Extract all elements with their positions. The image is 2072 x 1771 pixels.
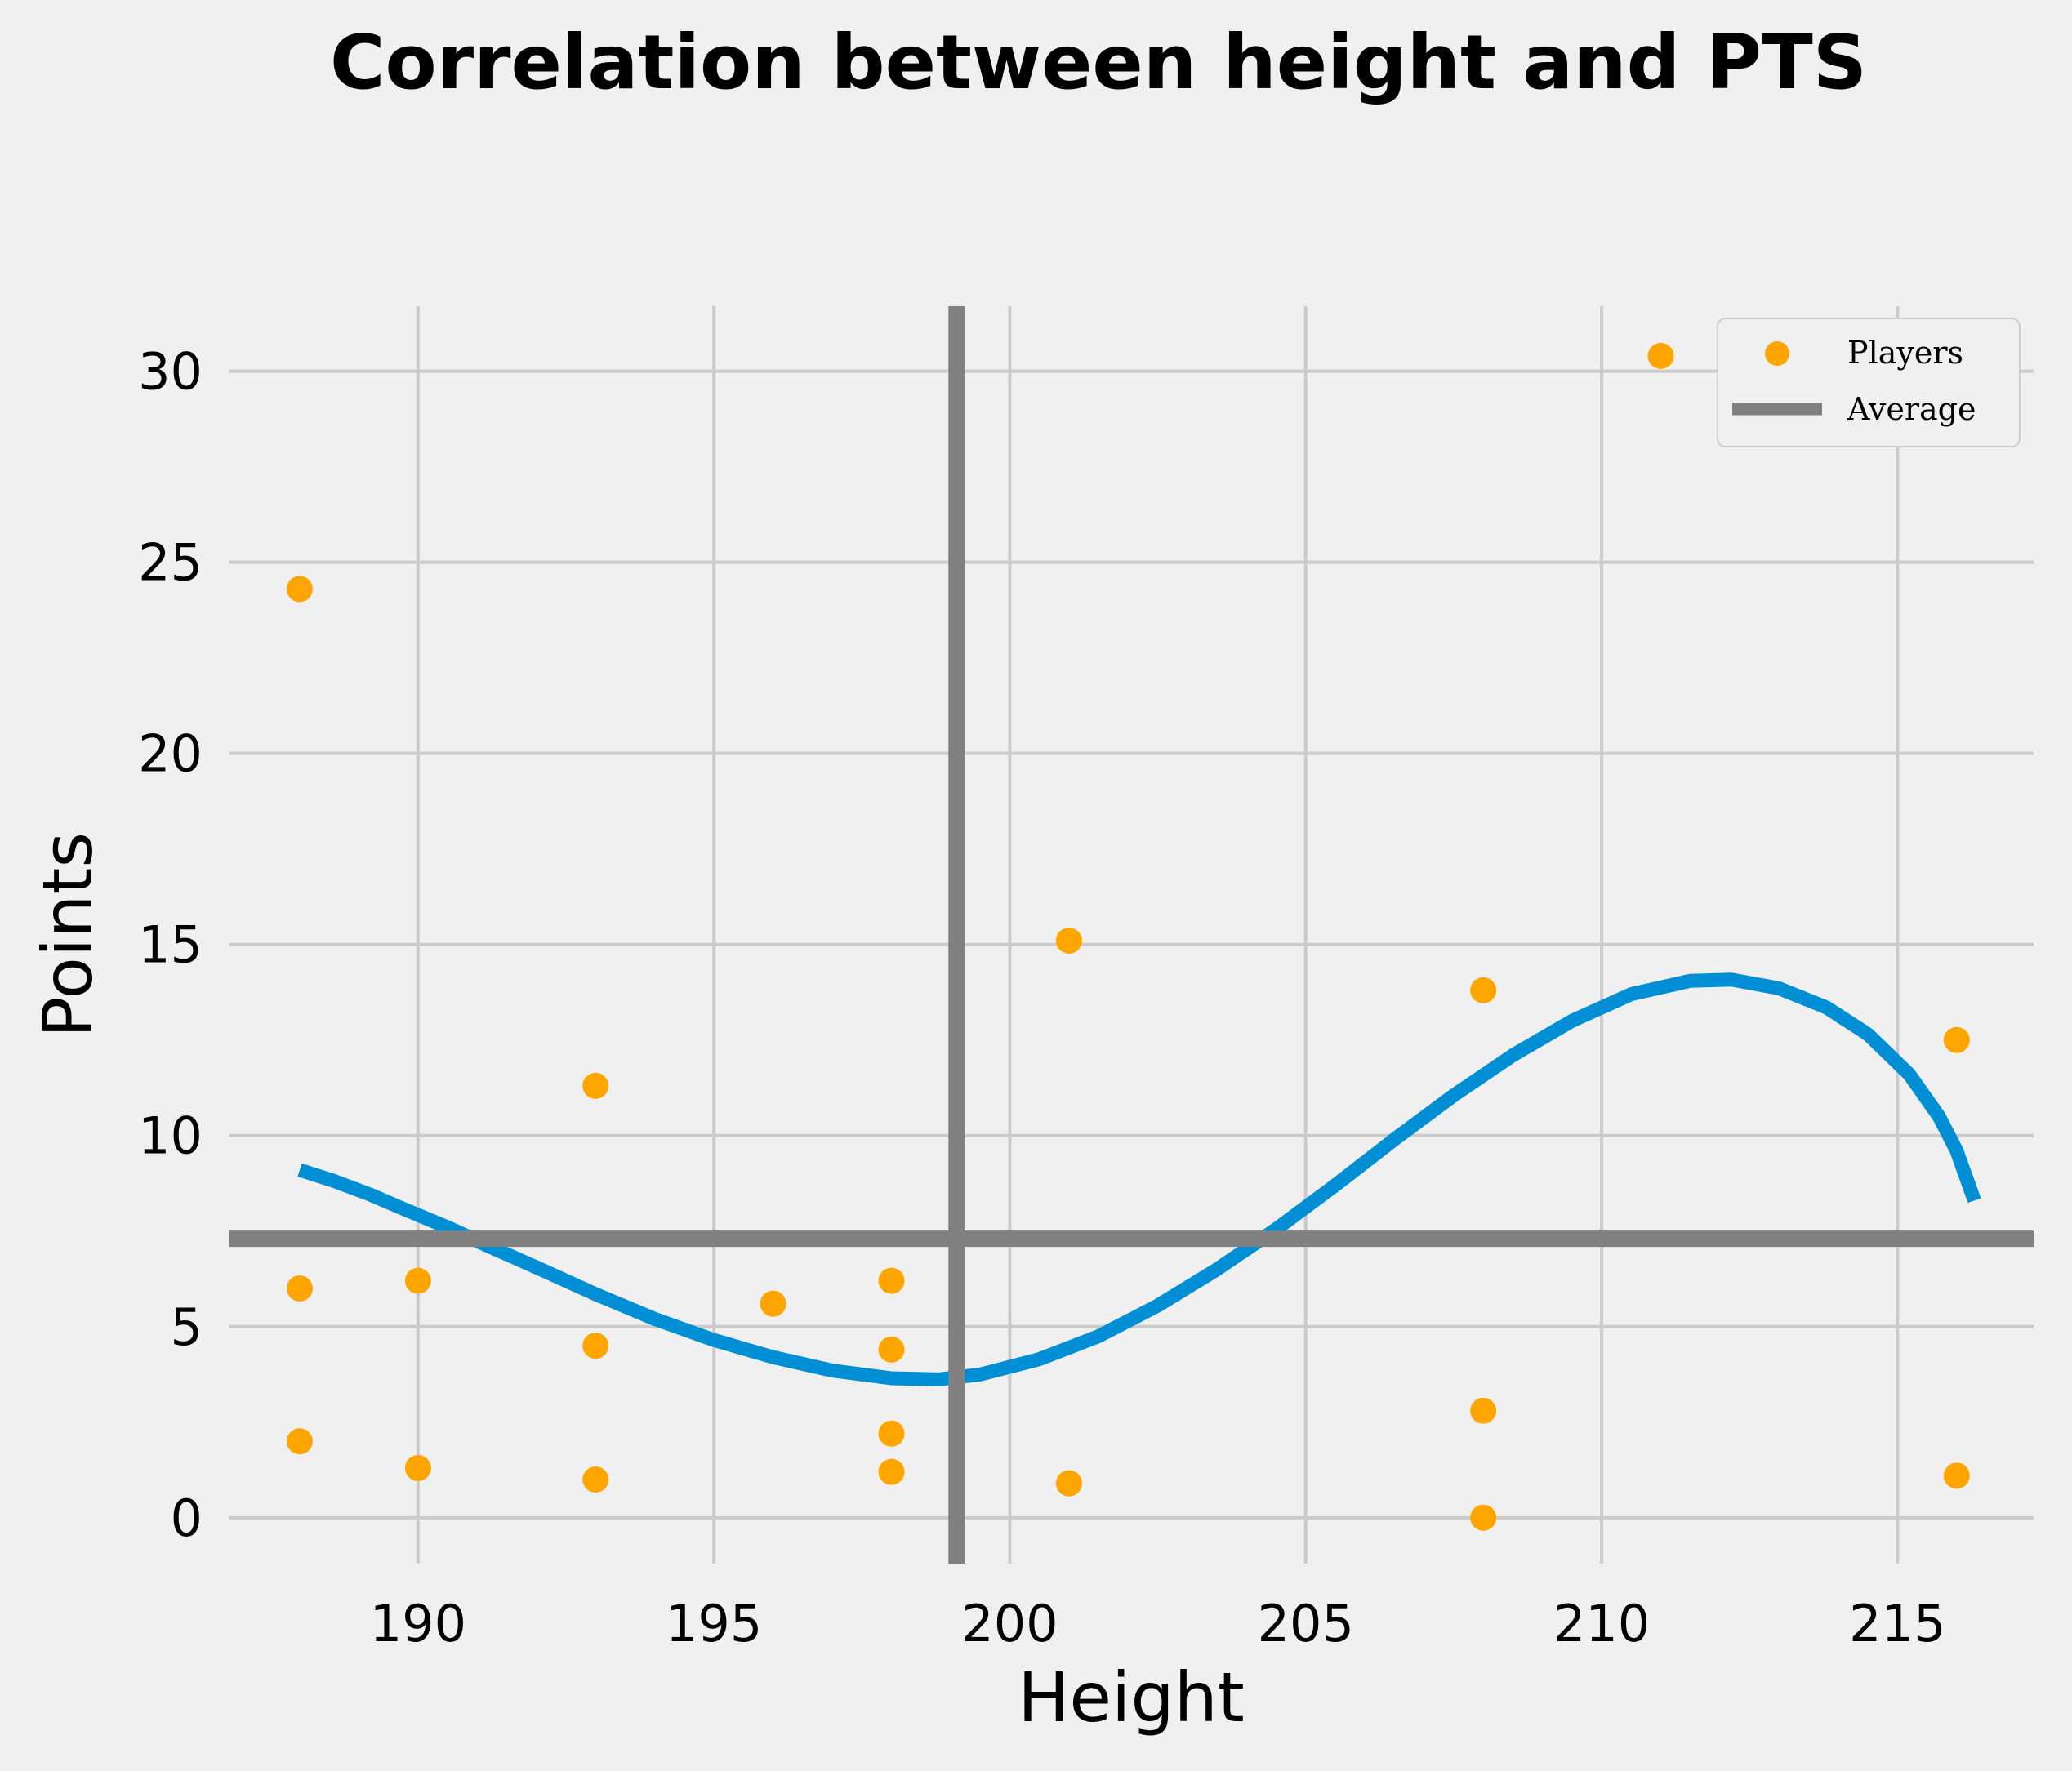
x-tick-label-190: 190 (370, 1594, 466, 1653)
legend-label-players: Players (1847, 335, 1963, 371)
x-tick-label-200: 200 (961, 1594, 1058, 1653)
player-point-14 (1055, 1470, 1082, 1497)
player-point-17 (1470, 1504, 1497, 1531)
y-tick-label-10: 10 (138, 1106, 203, 1166)
x-tick-label-205: 205 (1258, 1594, 1354, 1653)
y-tick-label-25: 25 (138, 533, 203, 593)
player-point-6 (582, 1333, 609, 1359)
player-point-10 (878, 1336, 905, 1363)
legend-marker-players (1765, 341, 1789, 366)
trend-layer (297, 972, 1981, 1386)
y-tick-label-30: 30 (138, 342, 203, 402)
trend-curve (297, 972, 1981, 1386)
y-tick-label-20: 20 (138, 724, 203, 784)
player-point-20 (1943, 1462, 1970, 1489)
y-tick-labels: 0 5 10 15 20 25 30 (138, 342, 203, 1548)
average-layer (229, 306, 2034, 1564)
player-point-9 (878, 1267, 905, 1294)
player-point-5 (582, 1072, 609, 1099)
player-point-2 (286, 1428, 313, 1455)
player-point-4 (404, 1454, 431, 1481)
x-axis-label: Height (1018, 1658, 1245, 1738)
chart-title: Correlation between height and PTS (330, 19, 1867, 106)
y-axis-label: Points (28, 832, 108, 1038)
player-point-0 (286, 576, 313, 603)
x-tick-label-210: 210 (1553, 1594, 1650, 1653)
y-tick-label-15: 15 (138, 915, 203, 975)
player-point-12 (878, 1458, 905, 1485)
y-tick-label-5: 5 (171, 1297, 203, 1357)
player-point-13 (1055, 928, 1082, 954)
legend: Players Average (1717, 318, 2021, 447)
player-point-18 (1647, 342, 1674, 369)
legend-label-average: Average (1847, 391, 1976, 427)
player-point-15 (1470, 977, 1497, 1003)
player-points (286, 342, 1970, 1531)
player-point-1 (286, 1275, 313, 1302)
x-tick-label-215: 215 (1849, 1594, 1945, 1653)
player-point-11 (878, 1420, 905, 1447)
player-point-3 (404, 1267, 431, 1294)
player-point-19 (1943, 1026, 1970, 1053)
player-point-7 (582, 1466, 609, 1493)
player-point-8 (760, 1290, 786, 1317)
x-tick-labels: 190 195 200 205 210 215 (370, 1594, 1946, 1653)
player-point-16 (1470, 1397, 1497, 1424)
x-tick-label-195: 195 (666, 1594, 762, 1653)
y-tick-label-0: 0 (171, 1488, 203, 1548)
